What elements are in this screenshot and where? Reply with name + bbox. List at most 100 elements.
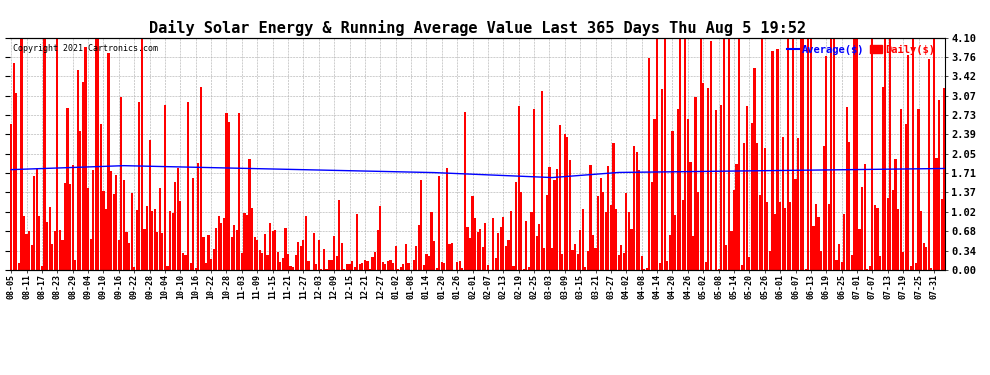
Bar	[84, 46, 86, 270]
Bar	[426, 254, 428, 270]
Bar	[156, 232, 158, 270]
Bar	[44, 38, 46, 270]
Bar	[395, 246, 397, 270]
Bar	[31, 245, 33, 270]
Bar	[328, 260, 330, 270]
Bar	[356, 214, 358, 270]
Bar	[271, 231, 273, 270]
Bar	[33, 176, 36, 270]
Bar	[348, 264, 350, 270]
Bar	[379, 206, 381, 270]
Bar	[400, 267, 402, 270]
Bar	[95, 38, 97, 270]
Bar	[387, 261, 389, 270]
Bar	[161, 233, 163, 270]
Bar	[807, 38, 810, 270]
Bar	[702, 82, 704, 270]
Bar	[233, 225, 236, 270]
Bar	[87, 189, 89, 270]
Bar	[784, 207, 786, 270]
Title: Daily Solar Energy & Running Average Value Last 365 Days Thu Aug 5 19:52: Daily Solar Energy & Running Average Val…	[149, 20, 806, 36]
Bar	[341, 243, 343, 270]
Bar	[46, 222, 49, 270]
Bar	[925, 247, 928, 270]
Bar	[256, 240, 258, 270]
Bar	[613, 143, 615, 270]
Bar	[202, 237, 205, 270]
Bar	[876, 208, 878, 270]
Bar	[571, 250, 573, 270]
Bar	[484, 223, 486, 270]
Bar	[771, 51, 773, 270]
Bar	[266, 255, 268, 270]
Bar	[333, 236, 336, 270]
Bar	[374, 252, 376, 270]
Bar	[666, 261, 668, 270]
Bar	[887, 198, 889, 270]
Bar	[826, 56, 828, 270]
Bar	[658, 262, 660, 270]
Bar	[13, 63, 15, 270]
Bar	[756, 143, 758, 270]
Bar	[910, 266, 912, 270]
Bar	[938, 100, 940, 270]
Bar	[423, 265, 425, 270]
Bar	[456, 262, 458, 270]
Bar	[500, 227, 502, 270]
Bar	[843, 214, 845, 270]
Bar	[563, 134, 566, 270]
Bar	[863, 165, 866, 270]
Bar	[295, 255, 297, 270]
Bar	[287, 254, 289, 270]
Bar	[223, 218, 225, 270]
Bar	[905, 124, 907, 270]
Bar	[871, 38, 873, 270]
Bar	[869, 266, 871, 270]
Bar	[641, 256, 643, 270]
Bar	[176, 168, 179, 270]
Bar	[723, 38, 725, 270]
Bar	[49, 207, 50, 270]
Bar	[753, 68, 755, 270]
Bar	[648, 58, 650, 270]
Bar	[731, 231, 733, 270]
Bar	[10, 124, 12, 270]
Bar	[276, 252, 279, 270]
Bar	[774, 214, 776, 270]
Bar	[874, 205, 876, 270]
Bar	[279, 262, 281, 270]
Bar	[431, 212, 433, 270]
Bar	[284, 228, 286, 270]
Bar	[471, 195, 473, 270]
Bar	[856, 38, 858, 270]
Bar	[536, 236, 538, 270]
Bar	[205, 263, 207, 270]
Bar	[392, 262, 394, 270]
Bar	[251, 208, 253, 270]
Bar	[100, 124, 102, 270]
Bar	[241, 253, 243, 270]
Bar	[466, 228, 468, 270]
Bar	[736, 164, 738, 270]
Bar	[674, 215, 676, 270]
Bar	[728, 38, 730, 270]
Bar	[745, 106, 747, 270]
Bar	[582, 210, 584, 270]
Bar	[415, 246, 417, 270]
Bar	[371, 257, 373, 270]
Bar	[566, 137, 568, 270]
Bar	[792, 38, 794, 270]
Bar	[353, 267, 355, 270]
Bar	[213, 249, 215, 270]
Bar	[139, 102, 141, 270]
Bar	[476, 232, 479, 270]
Bar	[779, 202, 781, 270]
Bar	[539, 224, 541, 270]
Bar	[146, 206, 148, 270]
Bar	[715, 110, 717, 270]
Bar	[428, 256, 430, 270]
Bar	[841, 262, 842, 270]
Bar	[853, 38, 855, 270]
Bar	[261, 253, 263, 270]
Bar	[700, 38, 702, 270]
